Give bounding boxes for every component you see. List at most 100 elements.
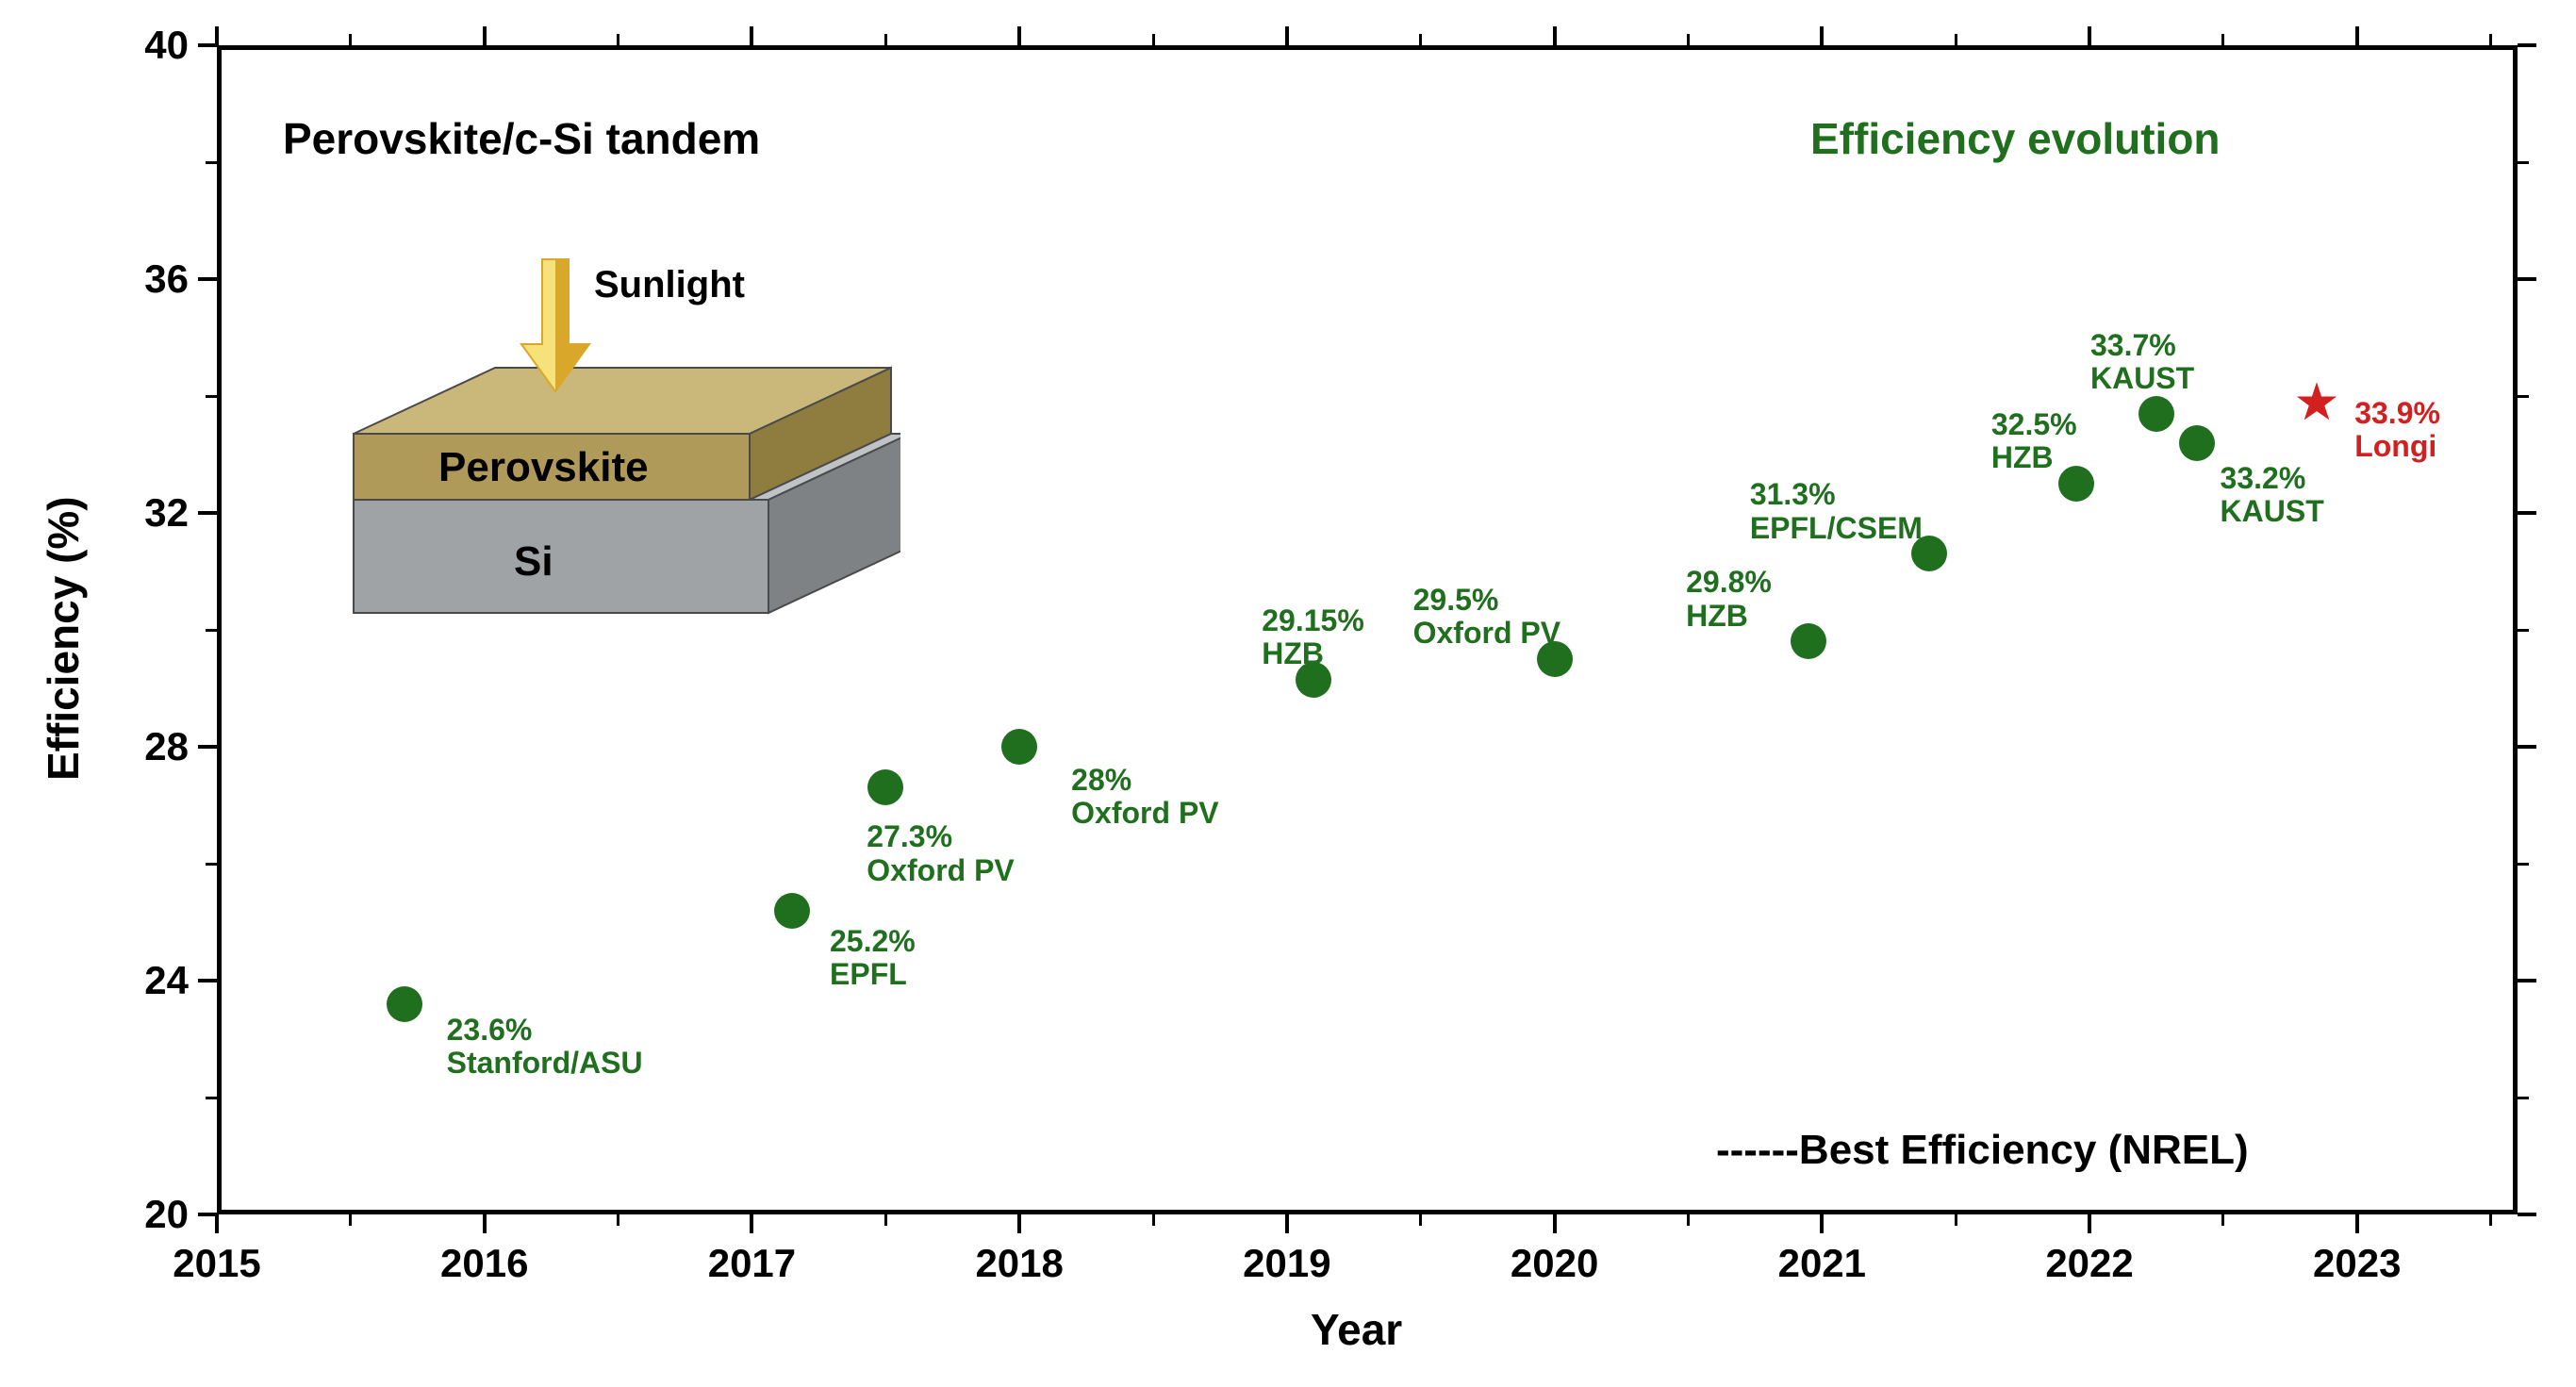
x-minor-tick [1152,34,1155,45]
data-point-label: 29.8%HZB [1686,566,1772,632]
x-tick-label: 2015 [160,1241,273,1286]
y-tick [2518,979,2536,982]
y-minor-tick [206,1097,217,1099]
data-point-label: 23.6%Stanford/ASU [447,1014,643,1080]
x-tick [2355,26,2359,45]
x-minor-tick [1687,1214,1690,1226]
x-tick-label: 2022 [2033,1241,2146,1286]
x-minor-tick [349,1214,352,1226]
x-tick [1017,1214,1021,1233]
x-tick [750,26,753,45]
data-point-label: 28%Oxford PV [1071,764,1218,830]
data-point-label: 33.2%KAUST [2221,462,2324,528]
svg-text:Si: Si [514,538,553,585]
y-tick-label: 20 [113,1192,189,1237]
title-left: Perovskite/c-Si tandem [283,113,760,164]
x-minor-tick [617,1214,619,1226]
y-minor-tick [2518,161,2529,164]
x-minor-tick [1152,1214,1155,1226]
x-tick-label: 2021 [1765,1241,1878,1286]
y-tick [2518,277,2536,281]
x-minor-tick [884,34,887,45]
x-tick-label: 2017 [695,1241,808,1286]
y-minor-tick [206,395,217,398]
x-tick [2088,26,2091,45]
data-point-label: 27.3%Oxford PV [867,820,1014,886]
y-minor-tick [206,161,217,164]
y-tick [2518,511,2536,515]
x-tick [1285,1214,1289,1233]
x-tick [1285,26,1289,45]
data-point [2138,396,2174,432]
y-tick [198,511,217,515]
x-tick [483,1214,487,1233]
y-tick [198,745,217,749]
y-minor-tick [2518,395,2529,398]
y-tick [2518,1213,2536,1216]
x-tick [2088,1214,2091,1233]
y-tick-label: 40 [113,23,189,68]
data-point [867,769,903,805]
data-point-label: 25.2%EPFL [830,925,916,991]
y-tick [198,43,217,47]
data-point [387,986,422,1022]
title-right: Efficiency evolution [1810,113,2221,164]
x-minor-tick [349,34,352,45]
svg-text:Sunlight: Sunlight [594,264,745,305]
y-axis-label: Efficiency (%) [38,496,89,781]
x-tick [215,26,219,45]
y-tick-label: 24 [113,958,189,1003]
x-tick [2355,1214,2359,1233]
x-tick-label: 2023 [2301,1241,2414,1286]
x-tick [1553,1214,1557,1233]
x-minor-tick [1419,1214,1422,1226]
legend-text: ------Best Efficiency (NREL) [1716,1127,2249,1174]
x-tick [483,26,487,45]
y-tick-label: 32 [113,490,189,536]
x-minor-tick [2489,34,2492,45]
svg-text:Perovskite: Perovskite [438,444,649,490]
data-point-label: 33.7%KAUST [2090,329,2194,395]
data-point-label: 29.5%Oxford PV [1413,584,1560,650]
y-minor-tick [206,863,217,866]
y-minor-tick [2518,629,2529,632]
x-minor-tick [1687,34,1690,45]
chart-root: 2015201620172018201920202021202220232024… [0,0,2576,1387]
x-tick-label: 2020 [1498,1241,1611,1286]
x-minor-tick [2221,34,2224,45]
y-tick-label: 36 [113,256,189,302]
data-point-label: 31.3%EPFL/CSEM [1750,478,1923,544]
data-point [2179,425,2215,461]
tandem-cell-diagram: Sunlight Perovskite Si [297,245,900,754]
x-tick [1017,26,1021,45]
y-minor-tick [206,629,217,632]
x-tick [1820,1214,1824,1233]
x-tick [1553,26,1557,45]
x-minor-tick [1419,34,1422,45]
data-point-label: 32.5%HZB [1991,408,2077,474]
x-tick-label: 2019 [1230,1241,1344,1286]
data-point [1791,623,1826,659]
y-tick [2518,43,2536,47]
x-tick-label: 2018 [963,1241,1076,1286]
x-minor-tick [2221,1214,2224,1226]
y-tick [198,1213,217,1216]
y-minor-tick [2518,1097,2529,1099]
x-minor-tick [1955,1214,1957,1226]
x-minor-tick [1955,34,1957,45]
y-tick [198,979,217,982]
x-minor-tick [884,1214,887,1226]
x-minor-tick [617,34,619,45]
x-tick [215,1214,219,1233]
x-tick [750,1214,753,1233]
x-minor-tick [2489,1214,2492,1226]
y-minor-tick [2518,863,2529,866]
data-point-label: 29.15%HZB [1262,604,1364,670]
y-tick-label: 28 [113,724,189,769]
y-tick [2518,745,2536,749]
data-point [774,893,810,929]
x-tick [1820,26,1824,45]
data-point [1001,729,1037,765]
star-point [2295,380,2338,423]
x-axis-label: Year [1311,1304,1402,1355]
